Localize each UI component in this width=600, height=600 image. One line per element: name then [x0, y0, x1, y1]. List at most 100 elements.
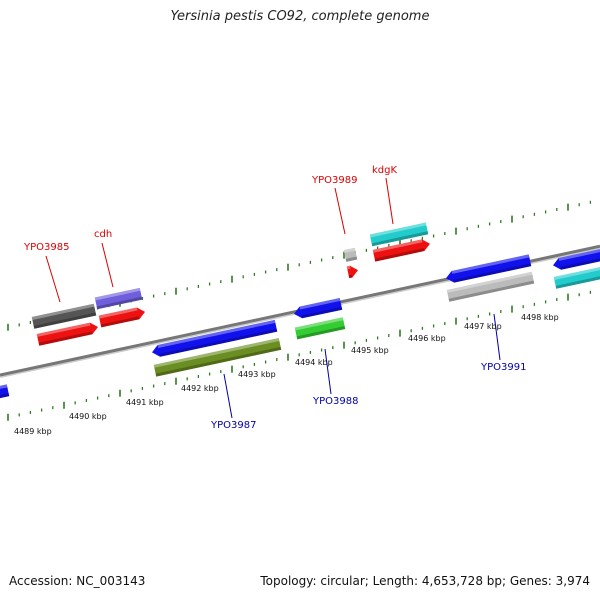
gene-label-top: YPO3985	[23, 242, 69, 253]
leader-line-top	[385, 177, 394, 225]
gene-highlight	[369, 222, 427, 238]
leader-line-bottom	[493, 313, 501, 361]
gene-feature	[98, 307, 145, 328]
gene-body	[98, 307, 145, 328]
gene-highlight	[0, 384, 8, 390]
gene-feature	[446, 254, 532, 283]
gene-label-top: cdh	[94, 229, 112, 240]
gene-shadow	[38, 331, 93, 346]
gene-label-bottom: YPO3987	[210, 420, 256, 431]
gene-feature	[446, 271, 535, 302]
gene-highlight	[372, 239, 423, 253]
gene-feature	[94, 287, 143, 310]
gene-highlight	[153, 338, 280, 368]
gene-highlight	[98, 307, 138, 319]
gene-label-top: kdgK	[372, 165, 397, 176]
gene-highlight	[343, 247, 356, 254]
gene-highlight	[294, 317, 344, 331]
gene-highlight	[36, 322, 91, 337]
scale-ticks	[7, 200, 592, 421]
gene-shadow	[159, 328, 278, 357]
gene-highlight	[553, 264, 600, 280]
gene-shadow	[0, 393, 10, 399]
label-leader-lines	[45, 177, 501, 419]
gene-labels: YPO3985 cdh YPO3989 kdgK YPO3987 YPO3988 YPO39…	[23, 165, 526, 431]
genome-title: Yersinia pestis CO92, complete genome	[170, 9, 430, 24]
gene-feature	[372, 239, 431, 262]
gene-body	[36, 322, 98, 346]
gene-body	[369, 222, 429, 247]
gene-shadow	[301, 306, 343, 319]
gene-shadow	[33, 312, 97, 329]
kbp-label: 4491 kbp	[126, 398, 164, 407]
leader-line-top	[334, 187, 346, 235]
leader-line-top	[101, 242, 114, 288]
gene-highlight	[157, 319, 276, 348]
gene-body	[294, 297, 343, 319]
accession-text: Accession: NC_003143	[9, 574, 146, 588]
gene-feature	[553, 264, 600, 289]
leader-line-bottom	[223, 373, 233, 419]
gene-feature	[294, 297, 343, 319]
gene-feature	[152, 319, 278, 357]
gene-shadow	[448, 280, 535, 302]
gene-body	[343, 247, 358, 262]
kbp-scale-labels: 4489 kbp 4490 kbp 4491 kbp 4492 kbp 4493 kbp…	[14, 313, 559, 436]
gene-label-top: YPO3989	[311, 175, 357, 186]
kbp-label: 4490 kbp	[69, 412, 107, 421]
gene-highlight	[451, 254, 530, 274]
gene-label-bottom: YPO3988	[312, 396, 358, 407]
kbp-label: 4498 kbp	[521, 313, 559, 322]
kbp-label: 4495 kbp	[351, 346, 389, 355]
gene-highlight	[346, 265, 351, 270]
gene-body	[446, 254, 532, 283]
kbp-label: 4492 kbp	[181, 384, 219, 393]
gene-body	[94, 287, 143, 310]
gene-highlight	[31, 303, 95, 320]
gene-highlight	[94, 287, 141, 301]
gene-body	[153, 338, 282, 377]
genome-summary-text: Topology: circular; Length: 4,653,728 bp…	[260, 574, 590, 588]
gene-feature	[346, 265, 359, 279]
gene-body	[0, 384, 10, 399]
gene-shadow	[453, 263, 532, 283]
gene-shadow	[345, 256, 358, 262]
gene-feature	[369, 222, 429, 247]
gene-body	[152, 319, 278, 357]
kbp-label: 4496 kbp	[408, 334, 446, 343]
gene-shadow	[96, 296, 143, 310]
gene-feature	[0, 384, 10, 399]
gene-body	[553, 264, 600, 289]
gene-shadow	[371, 231, 429, 247]
gene-shadow	[560, 255, 600, 270]
gene-shadow	[374, 248, 425, 262]
gene-shadow	[555, 273, 600, 289]
kbp-label: 4493 kbp	[238, 370, 276, 379]
gene-body	[446, 271, 535, 302]
gene-feature	[553, 246, 600, 270]
kbp-label: 4494 kbp	[295, 358, 333, 367]
gene-feature	[294, 317, 346, 340]
kbp-label: 4489 kbp	[14, 427, 52, 436]
gene-feature	[36, 322, 98, 346]
gene-shadow	[348, 274, 353, 279]
kbp-label: 4497 kbp	[464, 322, 502, 331]
leader-line-bottom	[324, 348, 332, 395]
gene-label-bottom: YPO3991	[480, 362, 526, 373]
gene-body	[294, 317, 346, 340]
gene-body	[346, 265, 359, 279]
leader-line-top	[45, 255, 61, 303]
gene-feature	[343, 247, 358, 262]
gene-feature	[153, 338, 282, 377]
gene-highlight	[558, 246, 600, 261]
gene-body	[553, 246, 600, 270]
gene-feature	[31, 303, 97, 329]
gene-shadow	[155, 346, 282, 377]
gene-shadow	[100, 316, 140, 328]
gene-body	[372, 239, 431, 262]
gene-highlight	[299, 297, 341, 310]
gene-features	[0, 222, 600, 399]
gene-body	[31, 303, 97, 329]
gene-highlight	[446, 271, 533, 293]
